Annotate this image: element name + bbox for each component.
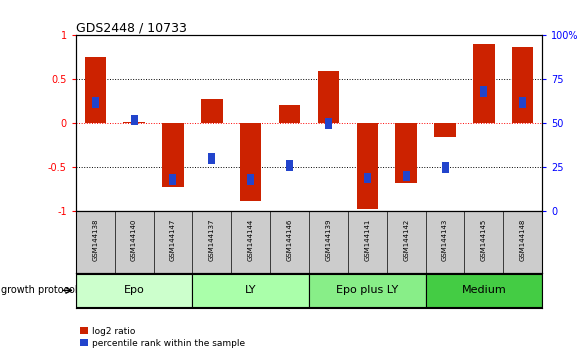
Text: GSM144144: GSM144144 [248,219,254,261]
Text: Epo: Epo [124,285,145,295]
Text: GSM144139: GSM144139 [325,219,331,261]
Bar [162,123,184,187]
Bar [279,105,300,123]
Bar [473,44,494,123]
Bar [85,57,106,123]
Bar [519,97,526,108]
Text: Epo plus LY: Epo plus LY [336,285,398,295]
Legend: log2 ratio, percentile rank within the sample: log2 ratio, percentile rank within the s… [80,327,245,348]
Text: LY: LY [245,285,257,295]
Bar [92,97,99,108]
Text: growth protocol: growth protocol [1,285,77,295]
Text: GSM144140: GSM144140 [131,219,137,261]
Bar [201,99,223,123]
Bar [325,118,332,129]
Bar [357,123,378,209]
Bar [208,153,215,164]
Bar [441,162,448,172]
Text: GSM144148: GSM144148 [520,219,526,261]
Text: GDS2448 / 10733: GDS2448 / 10733 [76,21,187,34]
Text: GSM144147: GSM144147 [170,219,176,261]
Text: Medium: Medium [462,285,506,295]
Bar [240,123,261,201]
Bar [309,274,426,307]
Text: GSM144141: GSM144141 [364,219,370,261]
Bar [192,274,309,307]
Bar [364,172,371,183]
Bar [480,86,487,97]
Bar [131,115,138,125]
Bar [286,160,293,171]
Bar [318,70,339,123]
Text: GSM144143: GSM144143 [442,219,448,261]
Text: GSM144145: GSM144145 [481,219,487,261]
Bar [76,274,192,307]
Bar [170,174,177,185]
Bar [403,171,410,181]
Bar [395,123,417,183]
Bar [124,121,145,123]
Text: GSM144137: GSM144137 [209,219,215,261]
Text: GSM144146: GSM144146 [287,219,293,261]
Bar [247,174,254,185]
Bar [434,123,456,137]
Bar [512,47,533,123]
Bar [426,274,542,307]
Text: GSM144138: GSM144138 [92,219,98,261]
Text: GSM144142: GSM144142 [403,219,409,261]
